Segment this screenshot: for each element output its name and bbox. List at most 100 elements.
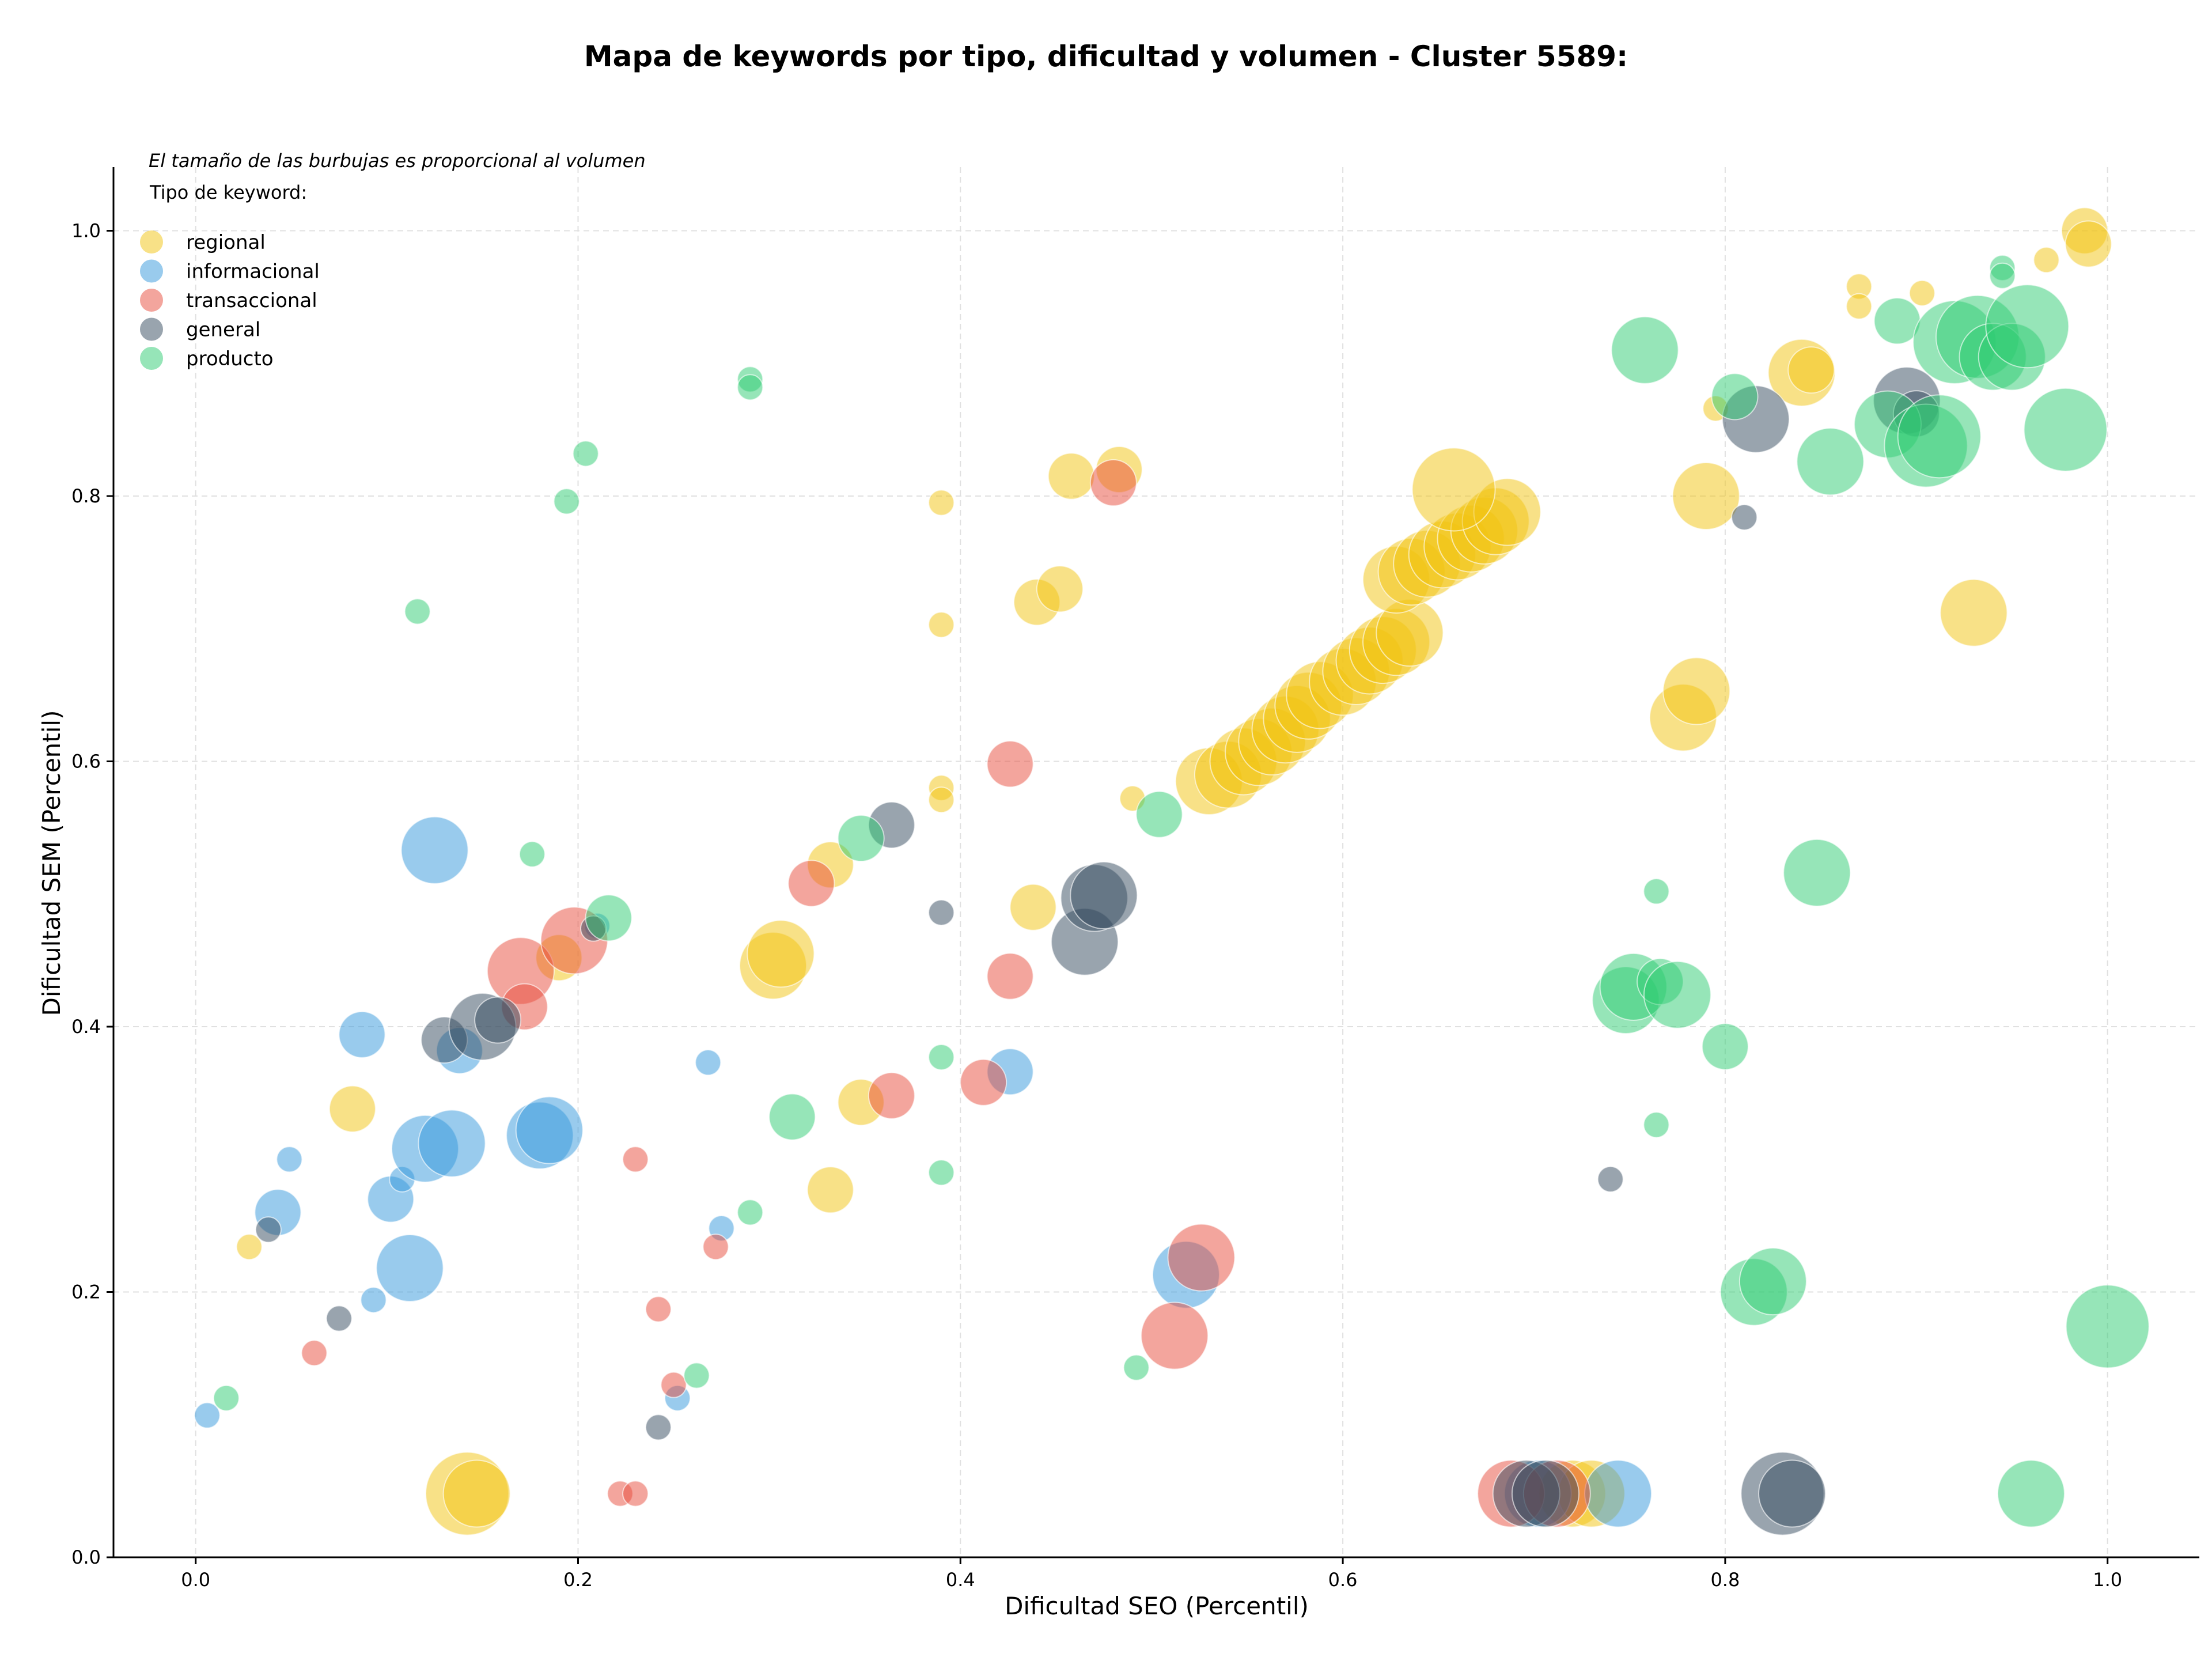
bubble-transaccional <box>960 1058 1007 1106</box>
bubble-producto <box>1985 284 2070 369</box>
bubble-general <box>928 899 955 926</box>
bubble-regional <box>1047 452 1095 500</box>
bubble-transaccional <box>1167 1223 1236 1292</box>
bubble-informacional <box>376 1234 444 1303</box>
bubble-transaccional <box>986 952 1034 1000</box>
bubble-producto <box>2023 387 2108 472</box>
bubble-regional <box>747 920 815 988</box>
bubble-regional <box>328 1085 376 1133</box>
bubble-producto <box>585 894 632 942</box>
bubble-producto <box>1611 316 1679 384</box>
bubble-producto <box>1701 1023 1749 1070</box>
y-tick-label: 0.0 <box>71 1546 101 1568</box>
bubble-general <box>1070 861 1138 930</box>
bubble-producto <box>1783 838 1851 907</box>
bubble-informacional <box>695 1049 722 1076</box>
bubble-producto <box>1643 1111 1670 1138</box>
bubble-transaccional <box>645 1296 672 1323</box>
y-tick-label: 0.8 <box>71 485 101 507</box>
legend-label-general: general <box>186 319 260 342</box>
bubble-general <box>1758 1459 1827 1528</box>
legend-marker-general <box>140 317 163 341</box>
bubble-regional <box>1908 279 1936 307</box>
bubble-producto <box>1796 427 1865 496</box>
bubble-regional <box>1672 462 1740 531</box>
x-tick-label: 0.2 <box>563 1569 593 1591</box>
bubble-producto <box>768 1093 816 1141</box>
bubble-informacional <box>276 1146 303 1173</box>
bubble-general <box>325 1305 353 1332</box>
legend-label-transaccional: transaccional <box>186 289 317 312</box>
x-axis-label: Dificultad SEO (Percentil) <box>1005 1592 1309 1620</box>
bubble-producto <box>1123 1354 1150 1381</box>
bubble-regional <box>806 1166 854 1214</box>
bubble-producto <box>737 374 764 401</box>
bubble-regional <box>2033 247 2060 274</box>
y-tick-label: 0.2 <box>71 1281 101 1303</box>
legend-title: Tipo de keyword: <box>149 181 307 203</box>
legend-marker-informacional <box>140 259 163 283</box>
bubble-regional <box>236 1234 263 1261</box>
bubble-regional <box>1846 293 1873 320</box>
bubble-informacional <box>338 1011 386 1058</box>
bubble-producto <box>572 440 599 467</box>
bubble-informacional <box>194 1402 221 1429</box>
legend-label-regional: regional <box>186 231 266 254</box>
bubble-producto <box>1643 960 1711 1029</box>
bubble-producto <box>837 815 885 862</box>
x-tick-label: 0.4 <box>946 1569 975 1591</box>
bubble-producto <box>2065 1284 2150 1369</box>
bubble-producto <box>683 1362 710 1389</box>
bubble-transaccional <box>868 1072 915 1119</box>
y-tick-label: 1.0 <box>71 220 101 242</box>
bubble-regional <box>1662 657 1731 725</box>
bubble-general <box>1597 1166 1624 1193</box>
bubble-regional <box>1787 346 1835 394</box>
bubble-producto <box>1711 373 1759 421</box>
bubble-size-note: El tamaño de las burbujas es proporciona… <box>149 150 646 172</box>
bubble-informacional <box>400 816 469 884</box>
legend-label-informacional: informacional <box>186 260 320 283</box>
bubble-transaccional <box>622 1480 649 1507</box>
bubble-producto <box>1997 1459 2065 1528</box>
bubble-regional <box>928 611 955 638</box>
bubble-producto <box>1989 262 2016 289</box>
y-tick-label: 0.6 <box>71 751 101 773</box>
bubble-producto <box>1135 790 1183 838</box>
legend-marker-producto <box>140 347 163 370</box>
legend: Tipo de keyword: regional informacional tr… <box>140 181 320 370</box>
bubble-producto <box>553 488 580 515</box>
bubble-regional <box>2065 220 2112 268</box>
bubble-transaccional <box>660 1371 687 1398</box>
bubble-transaccional <box>702 1234 729 1261</box>
bubble-informacional <box>515 1096 584 1164</box>
bubble-regional <box>1009 883 1057 931</box>
bubble-producto <box>1738 1247 1807 1316</box>
x-tick-label: 0.6 <box>1328 1569 1358 1591</box>
bubble-transaccional <box>301 1340 328 1367</box>
bubble-informacional <box>360 1287 387 1314</box>
bubble-producto <box>928 1159 955 1186</box>
y-tick-label: 0.4 <box>71 1016 101 1038</box>
bubble-general <box>1731 504 1758 531</box>
bubble-regional <box>1940 578 2008 647</box>
bubble-regional <box>928 786 955 814</box>
bubbles-layer <box>194 207 2150 1536</box>
bubble-informacional <box>418 1109 486 1178</box>
legend-label-producto: producto <box>186 347 274 370</box>
bubble-regional <box>442 1459 511 1528</box>
legend-marker-transaccional <box>140 289 163 312</box>
bubble-regional <box>928 489 955 516</box>
bubble-informacional <box>1584 1459 1653 1528</box>
bubble-transaccional <box>1141 1301 1209 1370</box>
bubble-transaccional <box>1089 459 1137 506</box>
bubble-transaccional <box>986 740 1034 788</box>
bubble-general <box>645 1414 672 1441</box>
x-tick-label: 0.0 <box>181 1569 210 1591</box>
bubble-producto <box>404 598 431 625</box>
bubble-producto <box>737 1199 764 1226</box>
bubble-producto <box>1897 394 1982 479</box>
bubble-regional <box>1036 565 1084 613</box>
x-tick-label: 1.0 <box>2093 1569 2122 1591</box>
